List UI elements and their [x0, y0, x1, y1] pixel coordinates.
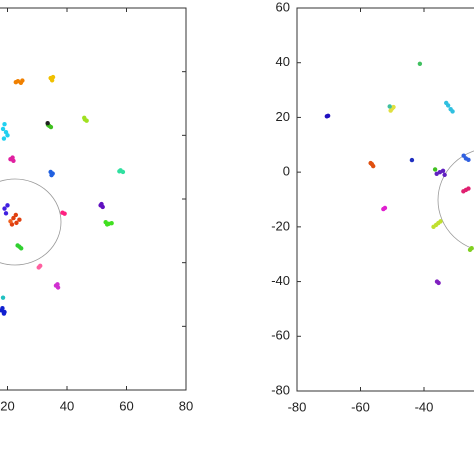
x-tick-label: -60: [351, 399, 370, 414]
point: [18, 246, 24, 251]
point: [2, 309, 7, 315]
point: [13, 212, 19, 218]
point: [436, 280, 441, 286]
y-tick-label: 60: [276, 0, 290, 14]
y-tick-label: -60: [271, 328, 290, 343]
point: [82, 115, 87, 121]
point: [2, 121, 7, 127]
point: [62, 211, 67, 216]
plot-frame: [296, 7, 474, 392]
point: [461, 189, 466, 194]
point: [461, 153, 466, 158]
point: [38, 263, 43, 269]
y-tick-label: -20: [271, 218, 290, 233]
point: [1, 136, 7, 141]
point: [325, 113, 331, 118]
point: [5, 133, 10, 138]
point: [11, 158, 16, 163]
point: [99, 201, 104, 207]
x-tick-label: 80: [179, 398, 193, 413]
point: [444, 100, 449, 106]
plot-frame: [0, 7, 187, 391]
y-tick-label: 40: [276, 54, 290, 69]
y-tick-label: -80: [271, 382, 290, 397]
point: [120, 169, 126, 175]
x-tick-label: -40: [415, 399, 434, 414]
ellipse: [437, 150, 474, 250]
point: [417, 61, 423, 67]
y-tick-label: 0: [283, 164, 290, 179]
point: [466, 157, 471, 163]
point: [104, 222, 110, 227]
point: [434, 171, 439, 176]
point: [466, 186, 471, 191]
x-tick-label: 60: [119, 398, 133, 413]
point: [14, 220, 19, 226]
point: [368, 160, 373, 166]
point: [388, 108, 393, 113]
point: [55, 282, 60, 287]
x-tick-label: 40: [60, 398, 74, 413]
point: [45, 121, 50, 126]
point: [11, 215, 16, 221]
point: [469, 245, 474, 251]
point: [450, 109, 455, 114]
point: [20, 78, 25, 83]
point: [17, 217, 22, 222]
point: [49, 172, 54, 178]
point: [387, 104, 392, 109]
point: [438, 219, 443, 224]
x-tick-label: 20: [0, 398, 14, 413]
point: [371, 163, 376, 169]
point: [13, 79, 19, 85]
point: [15, 243, 20, 248]
point: [50, 74, 56, 80]
point: [440, 168, 446, 173]
point: [117, 169, 122, 174]
point: [409, 157, 415, 163]
point: [109, 220, 114, 226]
x-tick-label: -80: [288, 399, 307, 414]
point: [432, 167, 438, 172]
point: [8, 219, 13, 224]
point: [0, 305, 5, 311]
point: [391, 104, 396, 110]
point: [442, 172, 447, 178]
point: [3, 211, 9, 216]
point: [431, 224, 436, 230]
point: [5, 203, 10, 208]
ellipse: [0, 178, 62, 266]
point: [0, 295, 6, 300]
y-tick-label: -40: [271, 273, 290, 288]
y-tick-label: 20: [276, 109, 290, 124]
point: [381, 206, 386, 212]
point: [0, 126, 6, 132]
point: [2, 206, 7, 211]
